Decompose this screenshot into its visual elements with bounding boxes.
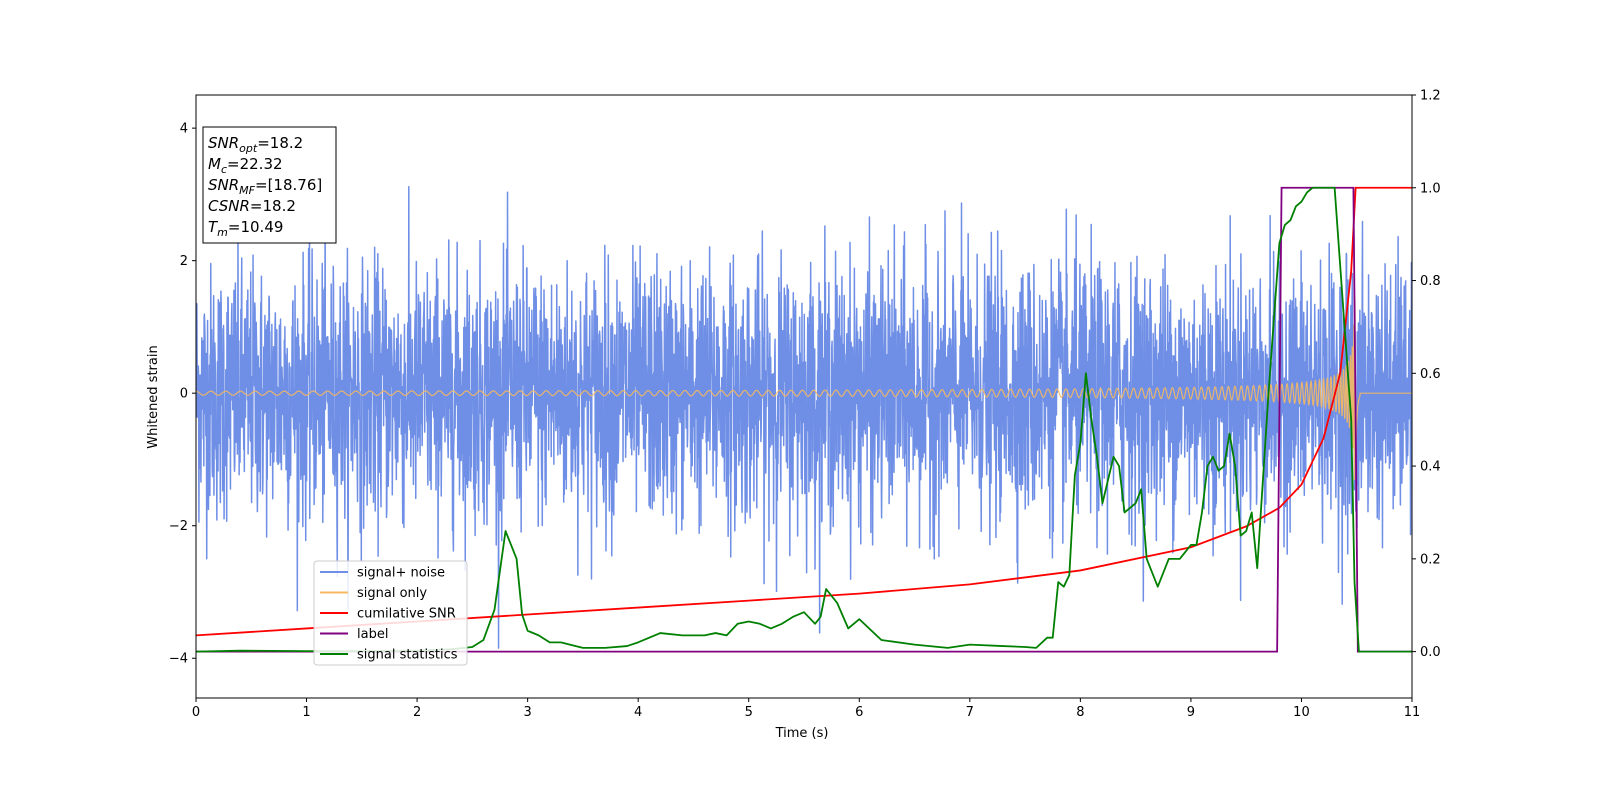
x-tick-label: 3 [523,705,531,720]
x-tick-label: 4 [634,705,642,720]
y-axis-label: Whitened strain [146,345,161,448]
x-tick-label: 0 [192,705,200,720]
x-tick-label: 9 [1187,705,1195,720]
y2-tick-label: 0.4 [1420,460,1441,475]
plot-frame [195,94,1413,699]
series-cumulative-snr [196,186,1412,637]
y-tick-label: 2 [180,254,188,269]
annotation-line: Tm=10.49 [208,218,283,239]
annotation-line: CSNR=18.2 [208,197,296,215]
y2-tick-label: 0.6 [1420,367,1441,382]
x-tick-label: 10 [1293,705,1310,720]
legend-label: label [357,627,388,642]
x-tick-label: 7 [966,705,974,720]
y-axis-left: −4 −2 0 2 4 [169,122,196,667]
x-axis: 0 1 2 3 4 5 6 7 8 9 10 11 [192,698,1420,720]
annotation-line: Mc=22.32 [208,155,283,176]
y-tick-label: 4 [180,122,188,137]
x-axis-label: Time (s) [775,726,829,741]
x-tick-label: 8 [1076,705,1084,720]
x-tick-label: 1 [302,705,310,720]
annotation-line: SNRMF=[18.76] [208,176,322,197]
legend-label: signal+ noise [357,566,445,581]
y2-tick-label: 0.2 [1420,552,1441,567]
y2-tick-label: 1.0 [1420,181,1441,196]
x-tick-label: 6 [855,705,863,720]
y-tick-label: 0 [180,387,188,402]
x-tick-label: 5 [745,705,753,720]
x-tick-label: 2 [413,705,421,720]
series-signal-statistics [196,186,1412,653]
data-layer [196,185,1412,653]
annotation-box: SNRopt=18.2Mc=22.32SNRMF=[18.76]CSNR=18.… [202,126,337,244]
legend-label: signal only [357,586,427,601]
legend-label: signal statistics [357,648,458,663]
x-tick-label: 11 [1404,705,1421,720]
y-tick-label: −4 [169,652,188,667]
y-axis-right: 0.0 0.2 0.4 0.6 0.8 1.0 1.2 [1412,89,1441,660]
y-tick-label: −2 [169,519,188,534]
y2-tick-label: 0.0 [1420,645,1441,660]
legend: signal+ noise signal only cumilative SNR la… [313,560,468,666]
legend-label: cumilative SNR [357,607,456,622]
annotation-line: SNRopt=18.2 [208,134,303,155]
y2-tick-label: 1.2 [1420,89,1441,104]
y2-tick-label: 0.8 [1420,274,1441,289]
series-signal-only [196,297,1412,480]
